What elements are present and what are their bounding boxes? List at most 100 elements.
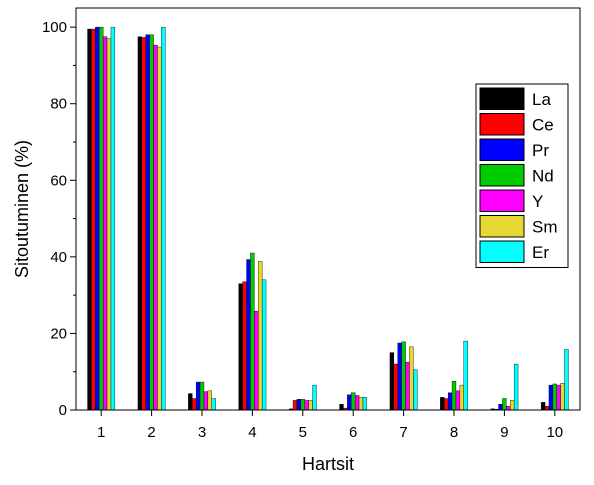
x-tick-label: 10 bbox=[546, 424, 563, 441]
plot-frame bbox=[75, 7, 581, 411]
bar-sm-3 bbox=[207, 390, 212, 411]
bar-sm-7 bbox=[409, 346, 414, 411]
x-axis: 1 2 3 4 5 6 7 8 9 10 bbox=[97, 410, 563, 441]
bar-er-2 bbox=[161, 26, 166, 411]
bar-nd-10 bbox=[552, 383, 557, 411]
y-axis: 0 20 40 60 80 100 bbox=[42, 19, 76, 419]
x-tick-label: 2 bbox=[147, 424, 155, 441]
legend-swatch-er bbox=[479, 240, 525, 263]
bar-er-6 bbox=[362, 397, 368, 411]
bar-er-3 bbox=[211, 398, 216, 411]
bar-pr-7 bbox=[397, 342, 402, 411]
bar-pr-9 bbox=[498, 404, 503, 411]
bar-er-5 bbox=[312, 384, 317, 411]
bar-ce-3 bbox=[192, 398, 197, 411]
bar-y-10 bbox=[556, 384, 561, 411]
legend-swatch-sm bbox=[479, 215, 525, 238]
bar-sm-5 bbox=[308, 400, 313, 411]
y-tick-label: 100 bbox=[42, 19, 67, 36]
y-tick-label: 40 bbox=[50, 249, 67, 266]
bar-nd-3 bbox=[199, 381, 205, 411]
bar-ce-5 bbox=[292, 400, 298, 411]
x-tick-label: 8 bbox=[450, 424, 458, 441]
bar-er-7 bbox=[413, 369, 418, 411]
bar-sm-6 bbox=[358, 397, 364, 411]
bar-pr-8 bbox=[447, 392, 453, 411]
bar-er-10 bbox=[564, 349, 569, 411]
y-tick-label: 60 bbox=[50, 172, 67, 189]
bar-la-3 bbox=[188, 393, 193, 411]
legend: La Ce Pr Nd Y Sm Er bbox=[475, 83, 569, 268]
bar-nd-6 bbox=[351, 392, 356, 411]
bar-nd-2 bbox=[149, 34, 154, 411]
bar-nd-8 bbox=[451, 381, 457, 411]
bar-nd-7 bbox=[401, 341, 406, 411]
x-tick-label: 3 bbox=[198, 424, 206, 441]
bar-pr-6 bbox=[347, 394, 352, 411]
bar-er-4 bbox=[261, 279, 267, 411]
x-tick-label: 6 bbox=[349, 424, 357, 441]
bar-nd-1 bbox=[99, 26, 104, 411]
legend-swatch-y bbox=[479, 189, 525, 212]
x-tick-label: 1 bbox=[97, 424, 105, 441]
bar-la-1 bbox=[87, 28, 92, 411]
bar-la-6 bbox=[339, 404, 344, 411]
bar-sm-9 bbox=[510, 400, 515, 411]
bar-pr-3 bbox=[195, 381, 201, 411]
bar-pr-2 bbox=[145, 34, 150, 411]
bar-la-2 bbox=[137, 36, 143, 411]
bar-y-1 bbox=[102, 36, 108, 411]
legend-label-er: Er bbox=[532, 243, 549, 262]
bar-y-2 bbox=[153, 44, 158, 411]
legend-label-sm: Sm bbox=[532, 217, 558, 236]
y-tick-label: 20 bbox=[50, 325, 67, 342]
bar-y-5 bbox=[304, 400, 309, 411]
bar-y-9 bbox=[506, 405, 511, 411]
bar-sm-10 bbox=[560, 383, 565, 411]
bar-er-8 bbox=[463, 340, 468, 411]
legend-label-la: La bbox=[532, 90, 551, 109]
bar-ce-7 bbox=[393, 363, 398, 411]
legend-swatch-ce bbox=[479, 113, 525, 136]
bar-pr-4 bbox=[246, 259, 251, 411]
legend-swatch-la bbox=[479, 87, 525, 110]
bar-ce-4 bbox=[242, 281, 247, 411]
bar-nd-4 bbox=[250, 252, 255, 411]
bar-sm-4 bbox=[258, 261, 263, 411]
y-tick-label: 80 bbox=[50, 96, 67, 113]
bar-nd-9 bbox=[502, 398, 507, 411]
bar-la-8 bbox=[440, 397, 445, 411]
bar-sm-8 bbox=[459, 384, 464, 411]
legend-swatch-nd bbox=[479, 164, 525, 187]
bar-er-1 bbox=[110, 26, 116, 411]
bar-sm-1 bbox=[106, 38, 112, 411]
bar-ce-1 bbox=[91, 28, 96, 411]
bar-la-7 bbox=[389, 352, 395, 411]
legend-label-nd: Nd bbox=[532, 166, 554, 185]
bar-pr-5 bbox=[296, 399, 302, 411]
x-tick-label: 4 bbox=[248, 424, 256, 441]
legend-label-pr: Pr bbox=[532, 141, 549, 160]
legend-label-ce: Ce bbox=[532, 115, 554, 134]
bar-sm-2 bbox=[157, 46, 162, 411]
bar-y-4 bbox=[254, 311, 259, 411]
x-tick-label: 9 bbox=[500, 424, 508, 441]
bar-la-10 bbox=[540, 402, 546, 411]
y-tick-label: 0 bbox=[59, 402, 67, 419]
y-axis-title: Sitoutuminen (%) bbox=[12, 140, 32, 278]
bar-y-3 bbox=[203, 391, 209, 411]
bar-ce-2 bbox=[141, 37, 146, 411]
bar-pr-10 bbox=[548, 384, 554, 411]
legend-label-y: Y bbox=[532, 192, 543, 211]
bar-ce-10 bbox=[544, 405, 550, 411]
bar-y-8 bbox=[455, 390, 461, 411]
x-tick-label: 5 bbox=[299, 424, 307, 441]
bar-er-9 bbox=[513, 363, 519, 411]
bar-y-6 bbox=[354, 395, 360, 411]
bar-ce-8 bbox=[444, 398, 449, 411]
bar-la-4 bbox=[238, 283, 243, 411]
x-tick-label: 7 bbox=[399, 424, 407, 441]
legend-swatch-pr bbox=[479, 138, 525, 161]
bar-y-7 bbox=[405, 361, 410, 411]
